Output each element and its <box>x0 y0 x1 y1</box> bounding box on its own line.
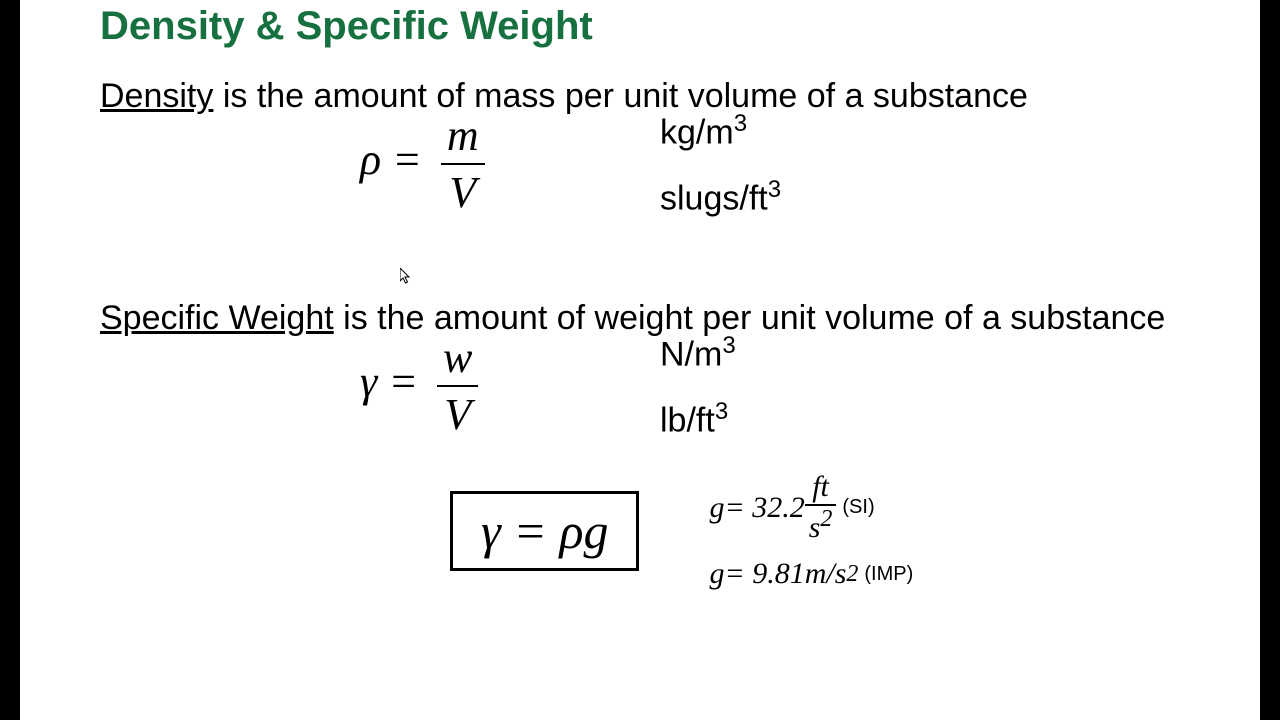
bottom-row: γ = ρg g = 32.2 fts2(SI) g = 9.81 m/s2 (… <box>100 470 1180 591</box>
g-label-imp: (IMP) <box>864 563 913 586</box>
gravity-values: g = 32.2 fts2(SI) g = 9.81 m/s2 (IMP) <box>709 470 913 591</box>
slide: Density & Specific Weight Density is the… <box>20 0 1260 720</box>
specific-weight-unit-si: N/m3 <box>660 332 736 374</box>
specific-weight-formula-row: γ = wV N/m3 lb/ft3 <box>100 332 1180 441</box>
density-term: Density <box>100 77 213 115</box>
density-unit-imp: slugs/ft3 <box>660 176 781 218</box>
relation-box-wrap: γ = ρg <box>450 491 639 571</box>
g-value-imp: g = 9.81 m/s2 (IMP) <box>709 557 913 591</box>
relation-formula: γ = ρg <box>450 491 639 571</box>
specific-weight-formula: γ = wV <box>360 332 620 440</box>
specific-weight-definition: Specific Weight is the amount of weight … <box>100 299 1180 338</box>
cursor-icon <box>400 268 412 287</box>
slide-title: Density & Specific Weight <box>100 0 1180 49</box>
density-unit-si: kg/m3 <box>660 110 781 152</box>
density-definition: Density is the amount of mass per unit v… <box>100 77 1180 116</box>
specific-weight-units: N/m3 lb/ft3 <box>660 332 736 441</box>
density-units: kg/m3 slugs/ft3 <box>660 110 781 219</box>
density-formula-row: ρ = mV kg/m3 slugs/ft3 <box>100 110 1180 219</box>
g-label-si: (SI) <box>842 496 874 519</box>
specific-weight-def-text: is the amount of weight per unit volume … <box>334 299 1166 337</box>
density-formula: ρ = mV <box>360 110 620 218</box>
specific-weight-unit-imp: lb/ft3 <box>660 398 736 440</box>
g-value-si: g = 32.2 fts2(SI) <box>709 470 913 545</box>
density-def-text: is the amount of mass per unit volume of… <box>213 77 1028 115</box>
specific-weight-term: Specific Weight <box>100 299 334 337</box>
